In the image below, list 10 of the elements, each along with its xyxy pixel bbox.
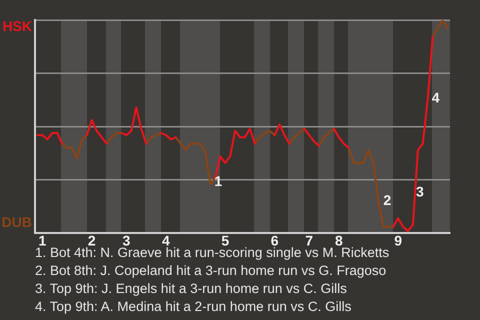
text: 2. Bot 8th: J. Copeland hit a 3-run home run vs G. Fragoso [35,262,388,280]
text: 3. Top 9th: J. Engels hit a 3-run home run vs C. Gills [35,280,348,298]
x-tick-label: 9 [394,232,402,248]
annotation: 3 [416,184,424,200]
text: DUB [2,214,32,230]
annotation: 2 [383,192,392,208]
annotation: 4 [432,90,440,106]
text: HSK [2,18,32,34]
text: 4. Top 9th: A. Medina hit a 2-run home run vs C. Gills [35,298,352,316]
annotation: 1 [214,172,222,189]
